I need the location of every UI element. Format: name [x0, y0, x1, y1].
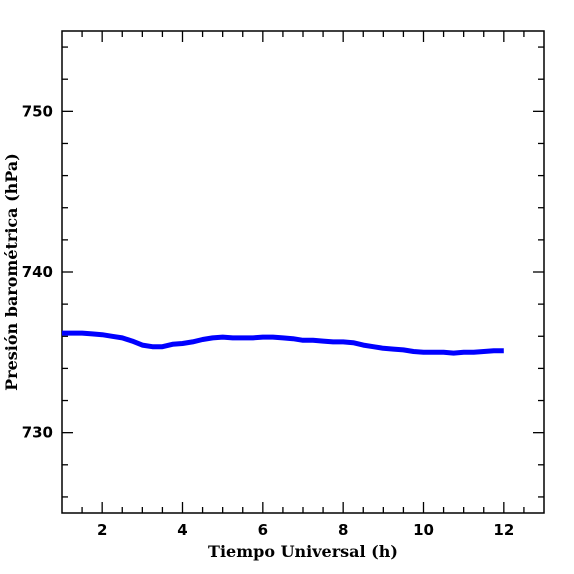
pressure-series-line — [62, 330, 504, 356]
y-axis-title: Presión barométrica (hPa) — [2, 153, 21, 391]
x-tick-label: 6 — [258, 521, 268, 539]
x-tick-label: 10 — [413, 521, 434, 539]
x-tick-label: 8 — [338, 521, 348, 539]
x-tick-label: 12 — [493, 521, 514, 539]
y-tick-label: 740 — [22, 263, 53, 281]
series-group — [62, 330, 504, 356]
x-tick-label: 2 — [97, 521, 107, 539]
x-tick-label: 4 — [177, 521, 187, 539]
y-tick-label: 730 — [22, 424, 53, 442]
y-tick-label: 750 — [22, 102, 53, 120]
axis-tick-labels: 2 4 6 8 10 12 730 740 750 — [22, 102, 515, 539]
plot-frame — [61, 30, 545, 514]
x-axis-title: Tiempo Universal (h) — [208, 542, 398, 561]
axis-ticks — [62, 31, 544, 513]
